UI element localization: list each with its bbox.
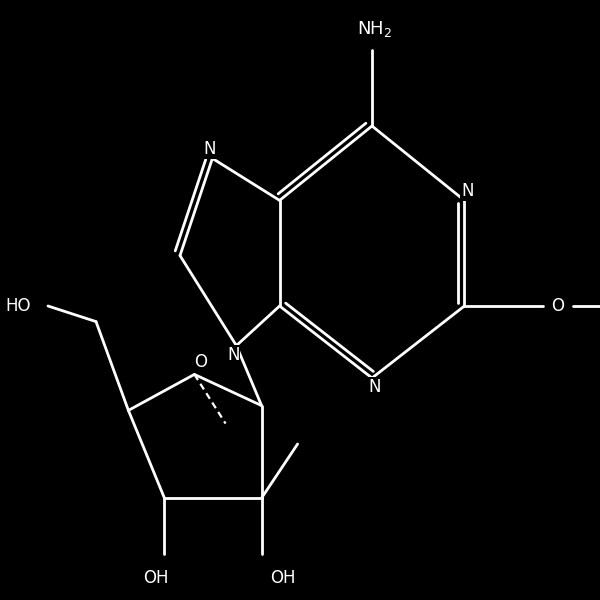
Text: O: O: [551, 297, 565, 315]
Text: NH$_2$: NH$_2$: [358, 19, 392, 40]
Text: N: N: [203, 140, 215, 158]
Text: O: O: [194, 353, 207, 371]
Text: N: N: [227, 346, 239, 364]
Text: OH: OH: [270, 569, 295, 587]
Text: OH: OH: [143, 569, 168, 587]
Text: HO: HO: [5, 297, 31, 315]
Text: N: N: [461, 182, 473, 200]
Text: N: N: [369, 378, 381, 396]
